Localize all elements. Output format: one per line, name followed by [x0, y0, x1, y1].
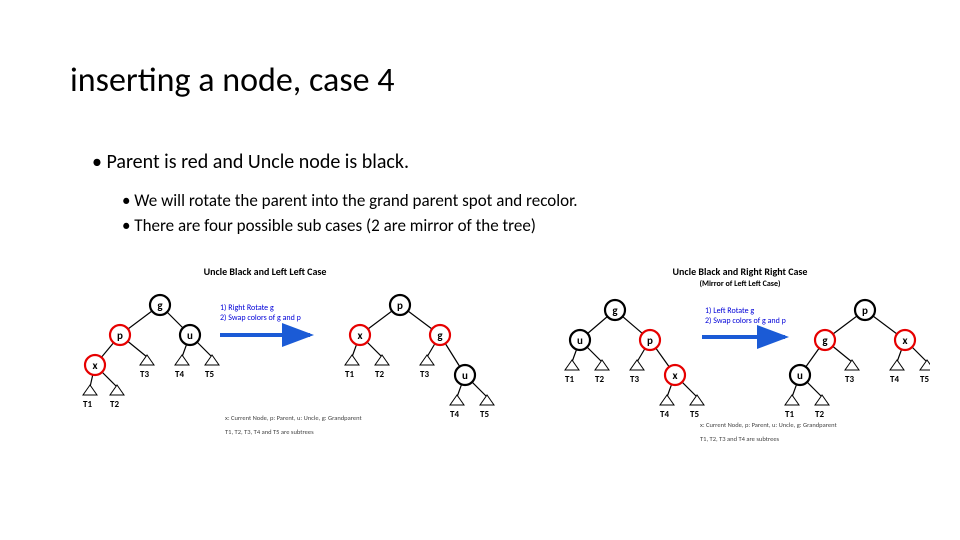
svg-text:x: Current Node, p: Parent, u:: x: Current Node, p: Parent, u: Uncle, g:…: [700, 421, 837, 429]
svg-text:T4: T4: [175, 369, 184, 380]
svg-text:T2: T2: [815, 409, 824, 420]
slide-title: inserting a node, case 4: [70, 60, 394, 101]
bullet-sub-1: • We will rotate the parent into the gra…: [122, 190, 578, 211]
svg-text:u: u: [797, 369, 803, 382]
svg-text:g: g: [612, 304, 618, 317]
svg-text:u: u: [577, 334, 583, 347]
svg-text:x: x: [672, 369, 677, 382]
diagram-area: Uncle Black and Left Left Case 1) Right R…: [80, 265, 930, 475]
svg-text:T1: T1: [785, 409, 794, 420]
svg-text:T1, T2, T3, T4 and T5 are subt: T1, T2, T3, T4 and T5 are subtrees: [225, 428, 314, 436]
svg-text:T1: T1: [565, 374, 574, 385]
svg-text:T3: T3: [140, 369, 149, 380]
svg-text:T3: T3: [420, 369, 429, 380]
svg-text:T1: T1: [345, 369, 354, 380]
svg-text:1) Right Rotate g: 1) Right Rotate g: [220, 303, 274, 313]
svg-text:2) Swap colors of g and p: 2) Swap colors of g and p: [705, 316, 786, 326]
svg-text:Uncle Black and Left Left Case: Uncle Black and Left Left Case: [204, 265, 327, 278]
svg-text:p: p: [397, 299, 403, 312]
svg-text:T3: T3: [845, 374, 854, 385]
svg-text:T5: T5: [690, 409, 699, 420]
svg-text:T2: T2: [375, 369, 384, 380]
svg-text:p: p: [117, 329, 123, 342]
svg-text:T4: T4: [660, 409, 669, 420]
svg-text:g: g: [437, 329, 443, 342]
svg-text:T5: T5: [920, 374, 929, 385]
svg-text:u: u: [187, 329, 193, 342]
svg-text:x: x: [902, 334, 907, 347]
svg-text:T1, T2, T3 and T4 are subtrees: T1, T2, T3 and T4 are subtrees: [700, 435, 780, 443]
svg-text:T3: T3: [630, 374, 639, 385]
svg-text:Uncle Black and Right Right Ca: Uncle Black and Right Right Case: [673, 265, 808, 278]
svg-text:T1: T1: [83, 399, 92, 410]
svg-text:T4: T4: [450, 409, 459, 420]
svg-text:1) Left Rotate g: 1) Left Rotate g: [705, 306, 754, 316]
svg-text:T5: T5: [205, 369, 214, 380]
bullet-sub-2: • There are four possible sub cases (2 a…: [122, 215, 536, 236]
svg-text:T2: T2: [595, 374, 604, 385]
svg-text:x: Current Node, p: Parent, u:: x: Current Node, p: Parent, u: Uncle, g:…: [225, 414, 362, 422]
svg-text:(Mirror of Left Left Case): (Mirror of Left Left Case): [699, 279, 780, 289]
svg-text:g: g: [822, 334, 828, 347]
svg-text:p: p: [647, 334, 653, 347]
svg-text:T4: T4: [890, 374, 899, 385]
bullet-main: • Parent is red and Uncle node is black.: [92, 150, 409, 174]
svg-text:T5: T5: [480, 409, 489, 420]
svg-text:u: u: [462, 369, 468, 382]
svg-text:2) Swap colors of g and p: 2) Swap colors of g and p: [220, 313, 301, 323]
svg-text:x: x: [92, 359, 97, 372]
svg-text:T2: T2: [110, 399, 119, 410]
svg-text:g: g: [157, 299, 163, 312]
tree-diagrams: Uncle Black and Left Left Case 1) Right R…: [80, 265, 930, 475]
svg-text:p: p: [862, 304, 868, 317]
svg-text:x: x: [357, 329, 362, 342]
